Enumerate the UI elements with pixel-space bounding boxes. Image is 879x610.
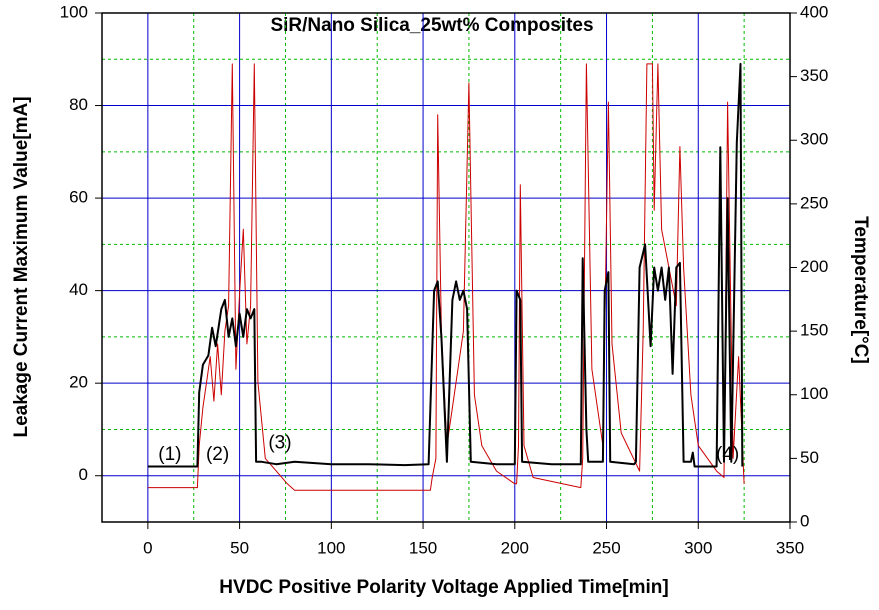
x-tick-label: 50 xyxy=(230,538,249,557)
x-tick-label: 100 xyxy=(317,538,345,557)
x-tick-label: 0 xyxy=(143,538,152,557)
data-line xyxy=(147,63,745,491)
y-tick-label: 80 xyxy=(69,95,88,114)
annotation: (3) xyxy=(268,432,291,453)
y2-tick-label: 300 xyxy=(800,130,828,149)
plot-frame xyxy=(101,12,791,523)
y-axis-label: Leakage Current Maximum Value[mA] xyxy=(11,96,32,437)
y2-tick-label: 100 xyxy=(800,384,828,403)
x-tick-label: 350 xyxy=(776,538,804,557)
y-tick-label: 0 xyxy=(79,465,88,484)
chart-title: SiR/Nano Silica_25wt% Composites xyxy=(270,15,593,36)
y-tick-label: 40 xyxy=(69,280,88,299)
annotation: (2) xyxy=(206,444,229,465)
y2-axis-label: Temperature[°C] xyxy=(850,216,871,364)
y2-tick-label: 250 xyxy=(800,193,828,212)
x-tick-label: 250 xyxy=(592,538,620,557)
x-tick-label: 300 xyxy=(684,538,712,557)
y-tick-label: 100 xyxy=(60,2,88,21)
y2-tick-label: 150 xyxy=(800,321,828,340)
x-tick-label: 200 xyxy=(501,538,529,557)
y2-tick-label: 50 xyxy=(800,448,819,467)
y2-tick-label: 200 xyxy=(800,257,828,276)
x-tick-label: 150 xyxy=(409,538,437,557)
annotation: (4) xyxy=(716,444,739,465)
y-tick-label: 60 xyxy=(69,188,88,207)
x-axis-label: HVDC Positive Polarity Voltage Applied T… xyxy=(219,577,668,598)
data-line xyxy=(147,62,744,468)
y2-tick-label: 350 xyxy=(800,66,828,85)
y2-tick-label: 400 xyxy=(800,2,828,21)
y2-tick-label: 0 xyxy=(800,511,809,530)
y-tick-label: 20 xyxy=(69,373,88,392)
annotation: (1) xyxy=(158,444,181,465)
